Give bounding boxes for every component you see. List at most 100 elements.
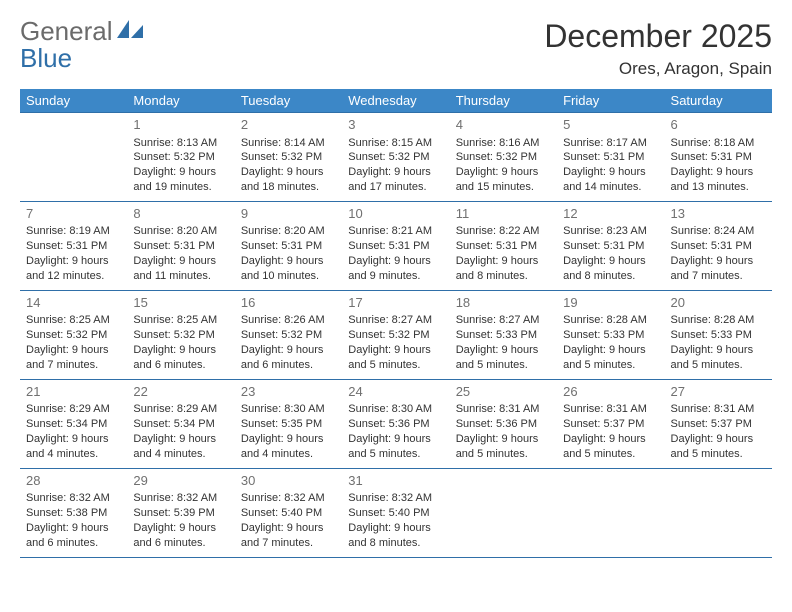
day-number: 28 bbox=[26, 472, 121, 490]
calendar-cell: 2Sunrise: 8:14 AMSunset: 5:32 PMDaylight… bbox=[235, 113, 342, 202]
day-number: 12 bbox=[563, 205, 658, 223]
day-number: 8 bbox=[133, 205, 228, 223]
day-info: Sunrise: 8:13 AMSunset: 5:32 PMDaylight:… bbox=[133, 136, 228, 195]
weekday-header: Thursday bbox=[450, 89, 557, 113]
day-info: Sunrise: 8:28 AMSunset: 5:33 PMDaylight:… bbox=[671, 313, 766, 372]
day-number: 18 bbox=[456, 294, 551, 312]
calendar-cell bbox=[450, 468, 557, 557]
day-number: 31 bbox=[348, 472, 443, 490]
calendar-cell: 13Sunrise: 8:24 AMSunset: 5:31 PMDayligh… bbox=[665, 201, 772, 290]
day-number: 26 bbox=[563, 383, 658, 401]
calendar-cell: 30Sunrise: 8:32 AMSunset: 5:40 PMDayligh… bbox=[235, 468, 342, 557]
header: General Blue December 2025 Ores, Aragon,… bbox=[20, 18, 772, 79]
calendar-week: 28Sunrise: 8:32 AMSunset: 5:38 PMDayligh… bbox=[20, 468, 772, 557]
day-number: 2 bbox=[241, 116, 336, 134]
day-number: 29 bbox=[133, 472, 228, 490]
calendar-cell: 27Sunrise: 8:31 AMSunset: 5:37 PMDayligh… bbox=[665, 379, 772, 468]
day-info: Sunrise: 8:22 AMSunset: 5:31 PMDaylight:… bbox=[456, 224, 551, 283]
day-info: Sunrise: 8:21 AMSunset: 5:31 PMDaylight:… bbox=[348, 224, 443, 283]
day-info: Sunrise: 8:18 AMSunset: 5:31 PMDaylight:… bbox=[671, 136, 766, 195]
calendar-table: SundayMondayTuesdayWednesdayThursdayFrid… bbox=[20, 89, 772, 558]
day-number: 6 bbox=[671, 116, 766, 134]
weekday-row: SundayMondayTuesdayWednesdayThursdayFrid… bbox=[20, 89, 772, 113]
day-info: Sunrise: 8:31 AMSunset: 5:36 PMDaylight:… bbox=[456, 402, 551, 461]
logo: General Blue bbox=[20, 18, 145, 72]
calendar-cell: 3Sunrise: 8:15 AMSunset: 5:32 PMDaylight… bbox=[342, 113, 449, 202]
calendar-cell: 6 Sunrise: 8:18 AMSunset: 5:31 PMDaylight… bbox=[665, 113, 772, 202]
calendar-cell: 25Sunrise: 8:31 AMSunset: 5:36 PMDayligh… bbox=[450, 379, 557, 468]
day-number: 5 bbox=[563, 116, 658, 134]
calendar-cell: 19Sunrise: 8:28 AMSunset: 5:33 PMDayligh… bbox=[557, 290, 664, 379]
day-number: 24 bbox=[348, 383, 443, 401]
day-number: 9 bbox=[241, 205, 336, 223]
day-number: 25 bbox=[456, 383, 551, 401]
calendar-week: 21Sunrise: 8:29 AMSunset: 5:34 PMDayligh… bbox=[20, 379, 772, 468]
calendar-cell bbox=[557, 468, 664, 557]
day-info: Sunrise: 8:30 AMSunset: 5:35 PMDaylight:… bbox=[241, 402, 336, 461]
sail-icon bbox=[115, 18, 145, 40]
calendar-cell: 14Sunrise: 8:25 AMSunset: 5:32 PMDayligh… bbox=[20, 290, 127, 379]
calendar-week: 1 Sunrise: 8:13 AMSunset: 5:32 PMDaylight… bbox=[20, 113, 772, 202]
day-number: 30 bbox=[241, 472, 336, 490]
logo-part1: General bbox=[20, 16, 113, 46]
logo-text: General Blue bbox=[20, 18, 145, 72]
calendar-cell: 26Sunrise: 8:31 AMSunset: 5:37 PMDayligh… bbox=[557, 379, 664, 468]
weekday-header: Tuesday bbox=[235, 89, 342, 113]
day-info: Sunrise: 8:20 AMSunset: 5:31 PMDaylight:… bbox=[133, 224, 228, 283]
calendar-cell: 24Sunrise: 8:30 AMSunset: 5:36 PMDayligh… bbox=[342, 379, 449, 468]
day-info: Sunrise: 8:32 AMSunset: 5:38 PMDaylight:… bbox=[26, 491, 121, 550]
calendar-cell: 28Sunrise: 8:32 AMSunset: 5:38 PMDayligh… bbox=[20, 468, 127, 557]
day-number: 14 bbox=[26, 294, 121, 312]
day-number: 4 bbox=[456, 116, 551, 134]
day-info: Sunrise: 8:29 AMSunset: 5:34 PMDaylight:… bbox=[133, 402, 228, 461]
day-info: Sunrise: 8:32 AMSunset: 5:39 PMDaylight:… bbox=[133, 491, 228, 550]
calendar-cell: 1 Sunrise: 8:13 AMSunset: 5:32 PMDaylight… bbox=[127, 113, 234, 202]
day-info: Sunrise: 8:27 AMSunset: 5:33 PMDaylight:… bbox=[456, 313, 551, 372]
day-info: Sunrise: 8:25 AMSunset: 5:32 PMDaylight:… bbox=[26, 313, 121, 372]
calendar-cell: 29Sunrise: 8:32 AMSunset: 5:39 PMDayligh… bbox=[127, 468, 234, 557]
day-number: 19 bbox=[563, 294, 658, 312]
calendar-cell: 23Sunrise: 8:30 AMSunset: 5:35 PMDayligh… bbox=[235, 379, 342, 468]
calendar-cell: 20Sunrise: 8:28 AMSunset: 5:33 PMDayligh… bbox=[665, 290, 772, 379]
day-number: 7 bbox=[26, 205, 121, 223]
calendar-cell: 12Sunrise: 8:23 AMSunset: 5:31 PMDayligh… bbox=[557, 201, 664, 290]
day-number: 13 bbox=[671, 205, 766, 223]
day-info: Sunrise: 8:31 AMSunset: 5:37 PMDaylight:… bbox=[563, 402, 658, 461]
calendar-cell: 9Sunrise: 8:20 AMSunset: 5:31 PMDaylight… bbox=[235, 201, 342, 290]
page-title: December 2025 bbox=[544, 18, 772, 55]
location-label: Ores, Aragon, Spain bbox=[544, 59, 772, 79]
calendar-body: 1 Sunrise: 8:13 AMSunset: 5:32 PMDaylight… bbox=[20, 113, 772, 558]
calendar-cell: 5 Sunrise: 8:17 AMSunset: 5:31 PMDaylight… bbox=[557, 113, 664, 202]
calendar-cell: 7Sunrise: 8:19 AMSunset: 5:31 PMDaylight… bbox=[20, 201, 127, 290]
calendar-cell bbox=[665, 468, 772, 557]
calendar-cell: 16Sunrise: 8:26 AMSunset: 5:32 PMDayligh… bbox=[235, 290, 342, 379]
day-info: Sunrise: 8:16 AMSunset: 5:32 PMDaylight:… bbox=[456, 136, 551, 195]
day-number: 11 bbox=[456, 205, 551, 223]
day-info: Sunrise: 8:28 AMSunset: 5:33 PMDaylight:… bbox=[563, 313, 658, 372]
day-info: Sunrise: 8:29 AMSunset: 5:34 PMDaylight:… bbox=[26, 402, 121, 461]
calendar-cell: 15Sunrise: 8:25 AMSunset: 5:32 PMDayligh… bbox=[127, 290, 234, 379]
day-info: Sunrise: 8:17 AMSunset: 5:31 PMDaylight:… bbox=[563, 136, 658, 195]
day-info: Sunrise: 8:25 AMSunset: 5:32 PMDaylight:… bbox=[133, 313, 228, 372]
day-number: 1 bbox=[133, 116, 228, 134]
weekday-header: Sunday bbox=[20, 89, 127, 113]
weekday-header: Saturday bbox=[665, 89, 772, 113]
day-info: Sunrise: 8:31 AMSunset: 5:37 PMDaylight:… bbox=[671, 402, 766, 461]
calendar-week: 14Sunrise: 8:25 AMSunset: 5:32 PMDayligh… bbox=[20, 290, 772, 379]
day-info: Sunrise: 8:19 AMSunset: 5:31 PMDaylight:… bbox=[26, 224, 121, 283]
day-info: Sunrise: 8:15 AMSunset: 5:32 PMDaylight:… bbox=[348, 136, 443, 195]
day-number: 22 bbox=[133, 383, 228, 401]
calendar-cell: 4 Sunrise: 8:16 AMSunset: 5:32 PMDaylight… bbox=[450, 113, 557, 202]
calendar-head: SundayMondayTuesdayWednesdayThursdayFrid… bbox=[20, 89, 772, 113]
day-info: Sunrise: 8:32 AMSunset: 5:40 PMDaylight:… bbox=[348, 491, 443, 550]
header-right: December 2025 Ores, Aragon, Spain bbox=[544, 18, 772, 79]
day-info: Sunrise: 8:20 AMSunset: 5:31 PMDaylight:… bbox=[241, 224, 336, 283]
day-number: 20 bbox=[671, 294, 766, 312]
day-number: 27 bbox=[671, 383, 766, 401]
day-info: Sunrise: 8:32 AMSunset: 5:40 PMDaylight:… bbox=[241, 491, 336, 550]
weekday-header: Wednesday bbox=[342, 89, 449, 113]
day-info: Sunrise: 8:27 AMSunset: 5:32 PMDaylight:… bbox=[348, 313, 443, 372]
day-info: Sunrise: 8:24 AMSunset: 5:31 PMDaylight:… bbox=[671, 224, 766, 283]
calendar-cell: 18Sunrise: 8:27 AMSunset: 5:33 PMDayligh… bbox=[450, 290, 557, 379]
calendar-cell: 8Sunrise: 8:20 AMSunset: 5:31 PMDaylight… bbox=[127, 201, 234, 290]
